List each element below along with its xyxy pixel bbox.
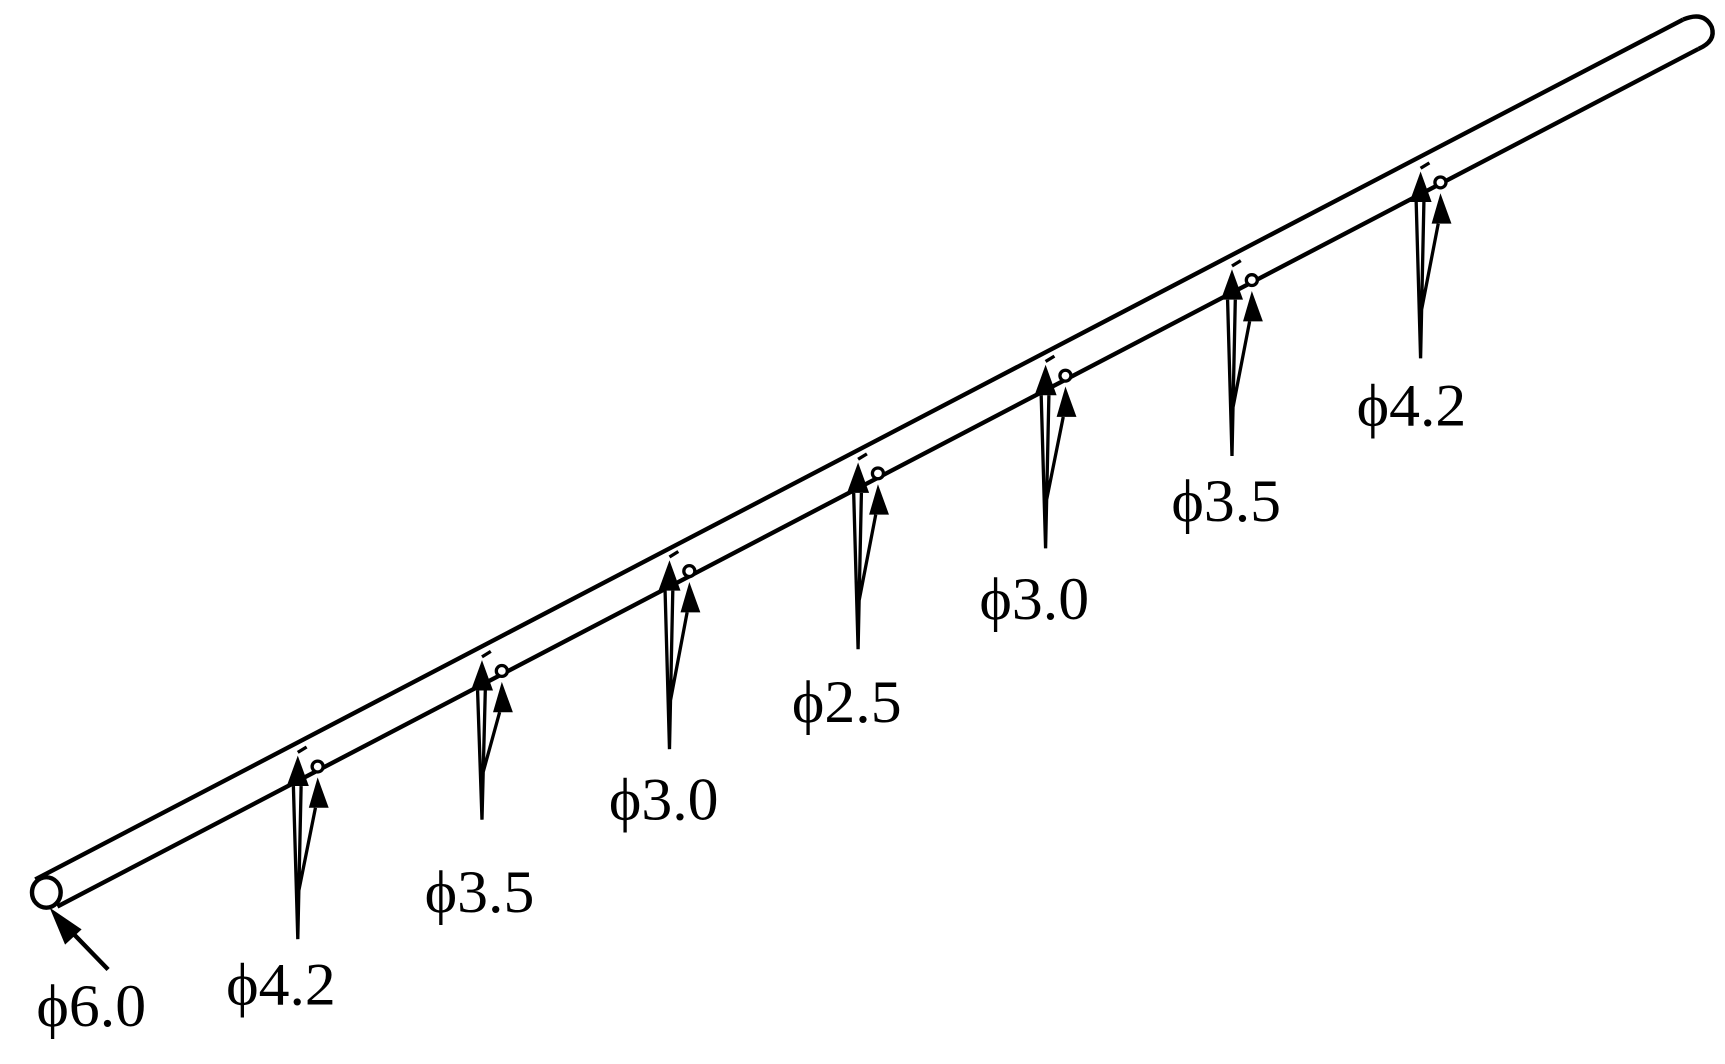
pipe-inlet-opening	[29, 875, 63, 910]
emitter-body-icon	[286, 755, 309, 787]
emitter-diameter-label: ϕ2.5	[792, 668, 902, 735]
emitter-nozzle-icon	[680, 581, 701, 613]
emitter-nozzle-icon	[1056, 386, 1077, 417]
emitter-7: ϕ4.2	[1357, 161, 1467, 439]
pipe-far-end-cap	[1682, 14, 1715, 51]
emitter-connector-icon	[494, 663, 510, 679]
emitter-body-icon	[1034, 364, 1057, 396]
emitter-diameter-label: ϕ3.0	[979, 565, 1089, 632]
emitter-nozzle-icon	[1431, 193, 1452, 224]
emitter-body-icon	[1409, 171, 1432, 202]
emitters: ϕ4.2 ϕ3.5 ϕ3.0 ϕ2.5 ϕ3.0 ϕ3.5 ϕ4.2	[226, 161, 1467, 1018]
emitter-body-icon	[1220, 269, 1244, 300]
emitter-nozzle-icon	[493, 681, 513, 713]
emitter-connector-icon	[1433, 175, 1448, 190]
emitter-diameter-label: ϕ4.2	[226, 951, 336, 1018]
emitter-tap	[1419, 161, 1431, 170]
emitter-body-icon	[658, 560, 681, 591]
emitter-connector-icon	[1244, 273, 1260, 288]
pipe-top-edge	[34, 17, 1685, 882]
emitter-drip-tube	[852, 492, 878, 650]
emitter-4: ϕ2.5	[792, 452, 902, 736]
emitter-diameter-label: ϕ3.5	[1171, 468, 1281, 535]
emitter-tap	[296, 745, 308, 754]
emitter-connector-icon	[870, 466, 886, 481]
emitter-drip-tube	[475, 690, 502, 820]
emitter-drip-tube	[663, 590, 689, 750]
emitter-diameter-label: ϕ3.0	[609, 766, 719, 833]
emitter-connector-icon	[682, 564, 697, 579]
emitter-drip-tube	[1225, 299, 1252, 457]
emitter-body-icon	[470, 660, 494, 691]
emitter-3: ϕ3.0	[609, 550, 719, 834]
emitter-nozzle-icon	[308, 777, 329, 808]
emitter-drip-tube	[291, 786, 318, 940]
emitter-tap	[1231, 259, 1242, 268]
pipe	[29, 14, 1715, 910]
emitter-nozzle-icon	[869, 484, 889, 515]
inlet-label: ϕ6.0	[36, 972, 146, 1039]
emitter-tap	[857, 452, 868, 461]
emitter-tap	[668, 550, 680, 559]
emitter-2: ϕ3.5	[425, 650, 535, 926]
emitter-body-icon	[847, 462, 870, 493]
emitter-drip-tube	[1414, 201, 1440, 359]
emitter-connector-icon	[310, 759, 325, 774]
emitter-1: ϕ4.2	[226, 745, 336, 1018]
emitter-6: ϕ3.5	[1171, 259, 1281, 535]
emitter-tap	[481, 650, 492, 659]
emitter-connector-icon	[1058, 368, 1073, 383]
emitter-tap	[1044, 354, 1056, 363]
emitter-diameter-label: ϕ4.2	[1357, 372, 1467, 439]
inlet-arrow-icon	[49, 907, 110, 972]
emitter-drip-tube	[1039, 395, 1065, 549]
emitter-diameter-label: ϕ3.5	[425, 858, 535, 925]
emitter-5: ϕ3.0	[979, 354, 1089, 633]
emitter-nozzle-icon	[1243, 290, 1263, 322]
